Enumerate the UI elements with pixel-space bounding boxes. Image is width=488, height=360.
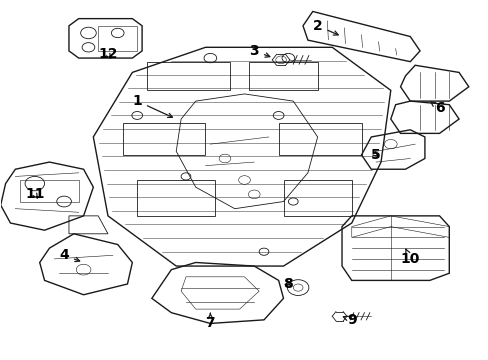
Text: 2: 2 bbox=[312, 19, 338, 35]
Text: 9: 9 bbox=[343, 313, 356, 327]
Text: 1: 1 bbox=[132, 94, 172, 117]
Text: 3: 3 bbox=[249, 44, 269, 58]
Text: 12: 12 bbox=[98, 48, 118, 62]
Text: 4: 4 bbox=[59, 248, 80, 262]
Text: 5: 5 bbox=[370, 148, 380, 162]
Text: 7: 7 bbox=[205, 314, 215, 330]
Text: 6: 6 bbox=[430, 101, 444, 115]
Text: 8: 8 bbox=[283, 277, 293, 291]
Text: 11: 11 bbox=[25, 187, 44, 201]
Text: 10: 10 bbox=[400, 249, 419, 266]
